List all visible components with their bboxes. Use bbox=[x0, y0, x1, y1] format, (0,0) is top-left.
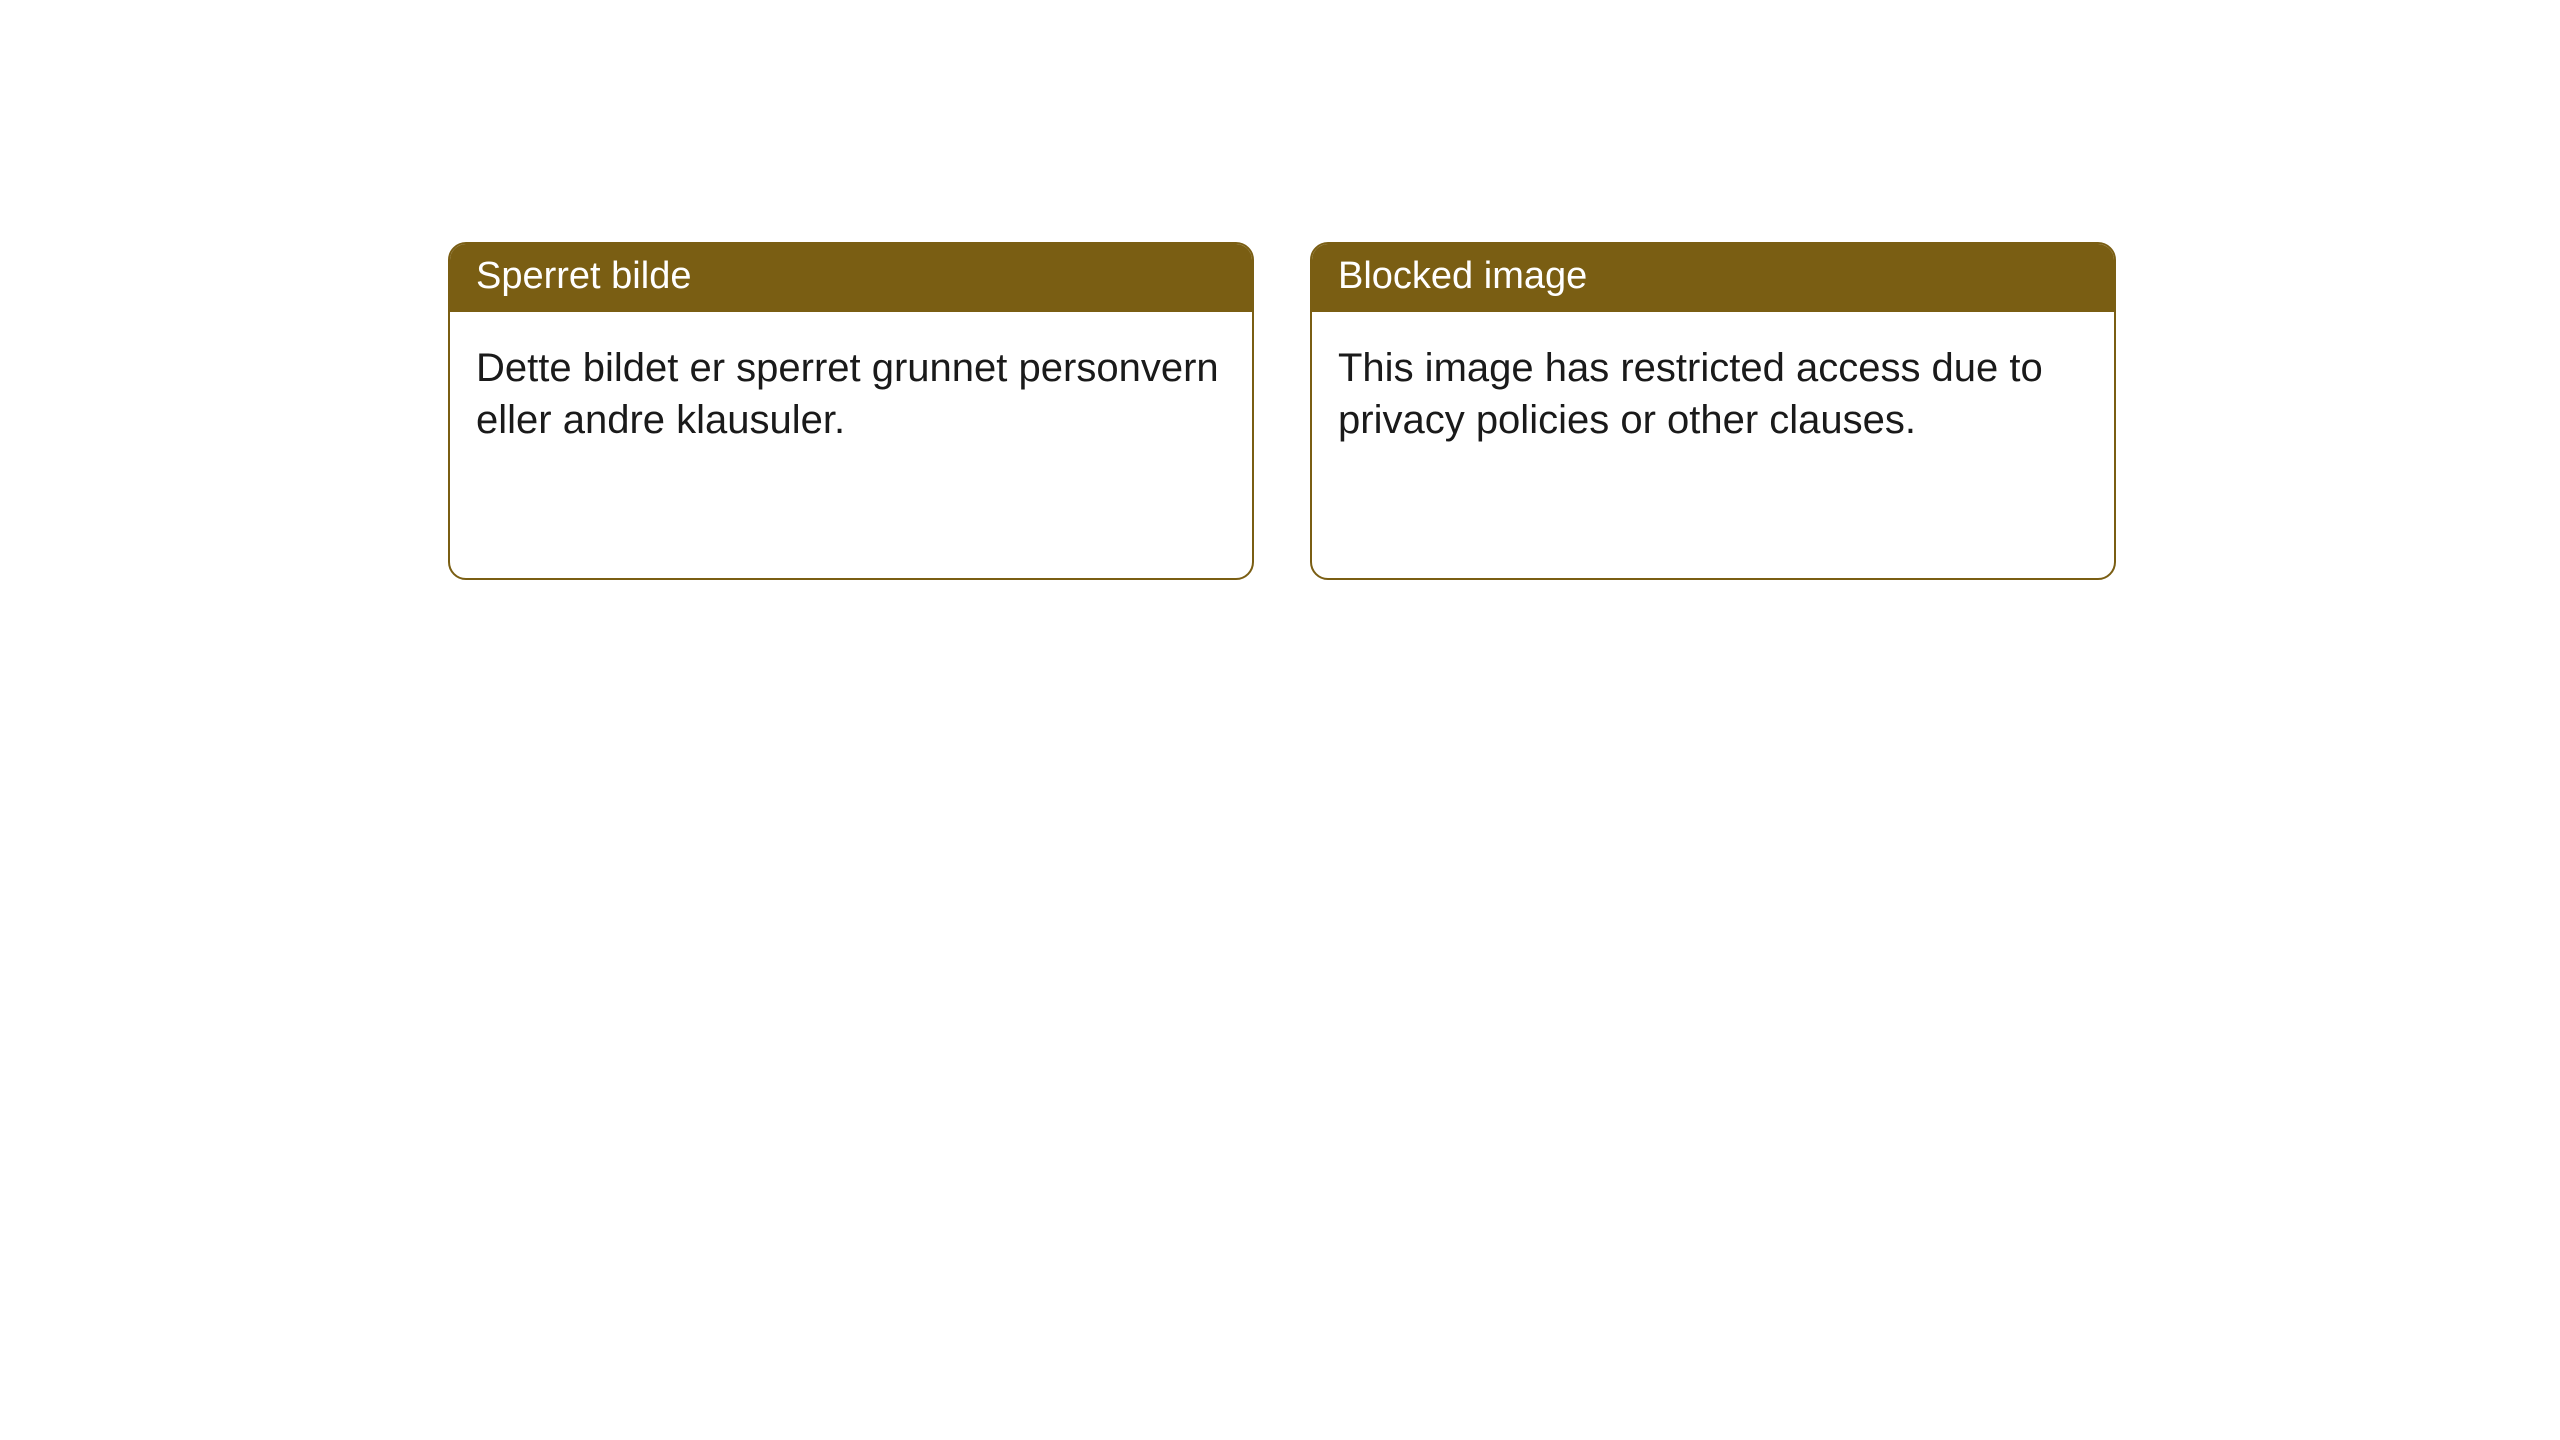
notice-box-english: Blocked image This image has restricted … bbox=[1310, 242, 2116, 580]
notice-box-norwegian: Sperret bilde Dette bildet er sperret gr… bbox=[448, 242, 1254, 580]
notice-body-norwegian: Dette bildet er sperret grunnet personve… bbox=[450, 312, 1252, 474]
notice-title-norwegian: Sperret bilde bbox=[450, 244, 1252, 312]
notice-body-english: This image has restricted access due to … bbox=[1312, 312, 2114, 474]
notices-container: Sperret bilde Dette bildet er sperret gr… bbox=[0, 0, 2560, 580]
notice-title-english: Blocked image bbox=[1312, 244, 2114, 312]
